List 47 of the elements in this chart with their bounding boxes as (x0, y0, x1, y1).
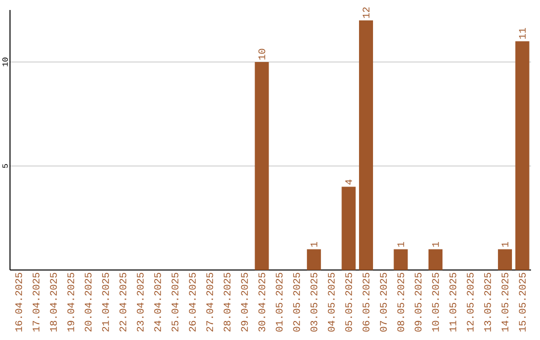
x-tick-label: 10.05.2025 (432, 272, 439, 332)
x-tick-label: 16.04.2025 (15, 272, 22, 332)
x-tick-label: 24.04.2025 (154, 272, 162, 332)
x-tick-label: 03.05.2025 (310, 272, 318, 332)
x-tick-label: 06.05.2025 (362, 272, 370, 332)
data-label: 10 (258, 48, 266, 60)
x-tick-label: 25.04.2025 (172, 272, 178, 332)
bar (428, 249, 442, 270)
data-label: 1 (502, 242, 508, 247)
x-tick-label: 15.05.2025 (518, 272, 526, 332)
x-tick-label: 30.04.2025 (258, 272, 266, 332)
bar (515, 41, 530, 270)
data-label: 12 (362, 7, 370, 18)
data-label: 1 (397, 242, 404, 247)
x-tick-label: 17.04.2025 (32, 272, 40, 332)
x-tick-label: 14.05.2025 (502, 272, 508, 332)
bar (394, 249, 408, 270)
x-tick-label: 28.04.2025 (224, 272, 230, 332)
x-tick-label: 02.05.2025 (293, 272, 300, 332)
x-tick-label: 29.04.2025 (241, 272, 248, 332)
y-tick-label: 5 (2, 164, 8, 168)
x-tick-label: 08.05.2025 (397, 272, 404, 332)
bar (254, 62, 269, 270)
x-tick-label: 13.05.2025 (484, 272, 491, 332)
x-tick-label: 12.05.2025 (466, 272, 474, 332)
x-tick-label: 09.05.2025 (414, 272, 422, 332)
bar (342, 186, 356, 270)
data-label: 4 (345, 180, 352, 185)
x-tick-label: 22.04.2025 (119, 272, 126, 332)
bar (359, 20, 374, 270)
data-label: 1 (432, 242, 439, 247)
x-tick-label: 26.04.2025 (188, 272, 196, 332)
bar (498, 249, 512, 270)
x-tick-label: 20.04.2025 (84, 272, 92, 332)
x-tick-label: 04.05.2025 (328, 272, 335, 332)
data-label: 11 (519, 28, 526, 39)
x-tick-label: 23.04.2025 (136, 272, 144, 332)
bar (306, 249, 321, 270)
data-label: 1 (310, 242, 318, 247)
x-tick-label: 01.05.2025 (276, 272, 283, 332)
x-tick-label: 21.04.2025 (102, 272, 109, 332)
x-tick-label: 18.04.2025 (50, 272, 57, 332)
x-tick-label: 27.04.2025 (206, 272, 214, 332)
x-tick-label: 07.05.2025 (380, 272, 387, 332)
x-tick-label: 11.05.2025 (449, 272, 456, 332)
x-tick-label: 05.05.2025 (345, 272, 352, 332)
x-tick-label: 19.04.2025 (67, 272, 74, 332)
